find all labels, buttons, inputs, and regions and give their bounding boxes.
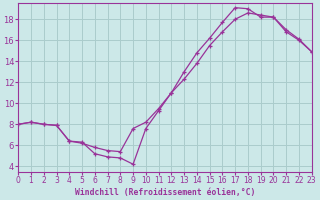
- X-axis label: Windchill (Refroidissement éolien,°C): Windchill (Refroidissement éolien,°C): [75, 188, 255, 197]
